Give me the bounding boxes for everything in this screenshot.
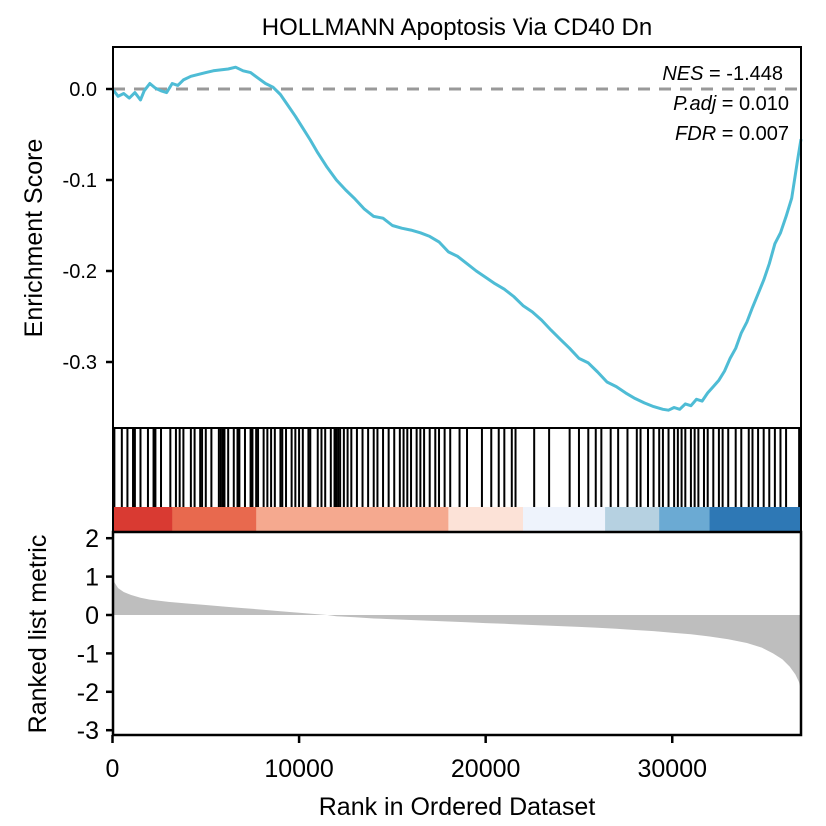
es-y-tick-label: -0.2 xyxy=(63,261,97,283)
enrichment-panel: 0.0 -0.1 -0.2 -0.3 Enrichment Score NES = -… xyxy=(20,46,803,429)
es-y-tick-label: -0.1 xyxy=(63,170,97,192)
x-tick-label: 0 xyxy=(106,755,120,783)
es-curve xyxy=(111,65,803,412)
ranked-metric-area xyxy=(112,576,801,690)
ranked-metric-panel: 2 1 0 -1 -2 -3 Ranked list metric xyxy=(24,525,803,745)
ranked-metric-y-tick-label: 2 xyxy=(85,525,99,553)
rank-color-band xyxy=(448,507,524,532)
ranked-metric-y-tick-label: 0 xyxy=(85,602,99,630)
padj-annotation: P.adj = 0.010 xyxy=(673,93,789,115)
rank-color-band xyxy=(522,507,606,532)
rank-color-band xyxy=(605,507,660,532)
es-y-axis-label: Enrichment Score xyxy=(20,139,48,338)
chart-title: HOLLMANN Apoptosis Via CD40 Dn xyxy=(262,14,652,41)
x-axis-label: Rank in Ordered Dataset xyxy=(319,793,596,821)
x-tick-label: 30000 xyxy=(637,755,707,783)
ranked-metric-y-tick-label: 1 xyxy=(85,564,99,592)
nes-annotation: NES = -1.448 xyxy=(662,63,783,85)
es-y-tick-label: 0.0 xyxy=(69,79,97,101)
rank-color-band xyxy=(659,507,711,532)
rank-color-band xyxy=(256,507,449,532)
fdr-annotation: FDR = 0.007 xyxy=(675,123,789,145)
ranked-metric-y-axis-label: Ranked list metric xyxy=(24,535,52,734)
ranked-metric-y-tick-label: -1 xyxy=(77,640,99,668)
x-tick-label: 20000 xyxy=(451,755,521,783)
es-y-tick-label: -0.3 xyxy=(63,352,97,374)
ranked-metric-y-tick-label: -2 xyxy=(77,679,99,707)
x-tick-label: 10000 xyxy=(264,755,334,783)
ranked-metric-panel-frame xyxy=(111,530,803,737)
stats-annotation: NES = -1.448 P.adj = 0.010 FDR = 0.007 xyxy=(662,63,789,145)
rank-color-band xyxy=(172,507,257,532)
rank-color-band xyxy=(112,507,173,532)
rank-color-band xyxy=(709,507,802,532)
ranked-metric-y-tick-label: -3 xyxy=(77,717,99,745)
hits-panel xyxy=(112,427,802,533)
